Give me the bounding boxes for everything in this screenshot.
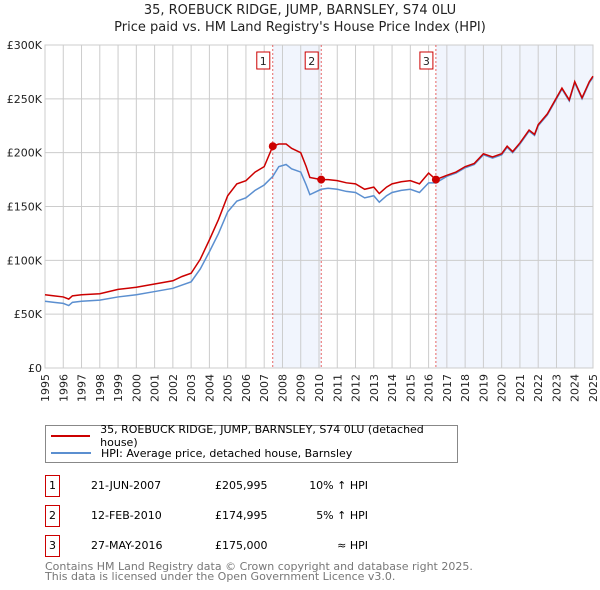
- sale-price: £174,995: [215, 509, 268, 522]
- x-tick-label: 2001: [149, 374, 162, 402]
- x-tick-label: 2012: [350, 374, 363, 402]
- sale-row: 3 27-MAY-2016 £175,000 ≈ HPI: [45, 535, 475, 557]
- sale-marker: [268, 142, 277, 151]
- sale-price: £205,995: [215, 479, 268, 492]
- sale-marker: [317, 175, 326, 184]
- sale-label: 1: [260, 55, 267, 68]
- x-tick-label: 2025: [587, 374, 600, 402]
- line-chart: 1995 1996 1997 1998 1999 2000 2001 2002 2003 2004…: [7, 39, 600, 402]
- footer-licence: This data is licensed under the Open Gov…: [45, 570, 396, 583]
- sale-hpi-diff: 10% ↑ HPI: [309, 479, 368, 492]
- legend-label-hpi: HPI: Average price, detached house, Barn…: [101, 446, 353, 460]
- x-tick-label: 2011: [331, 374, 344, 402]
- x-tick-label: 2013: [368, 374, 381, 402]
- x-tick-label: 2005: [222, 374, 235, 402]
- x-tick-label: 2024: [569, 374, 582, 402]
- x-tick-label: 2019: [477, 374, 490, 402]
- legend-swatch-price: [51, 435, 91, 437]
- y-tick-label: £100K: [7, 254, 43, 267]
- sale-row: 2 12-FEB-2010 £174,995 5% ↑ HPI: [45, 505, 475, 527]
- sale-label: 2: [308, 55, 315, 68]
- x-tick-label: 2018: [459, 374, 472, 402]
- chart-title: 35, ROEBUCK RIDGE, JUMP, BARNSLEY, S74 0…: [143, 3, 457, 18]
- x-tick-label: 2023: [550, 374, 563, 402]
- x-tick-label: 2000: [130, 374, 143, 402]
- sale-price: £175,000: [215, 539, 268, 552]
- y-tick-label: £250K: [7, 93, 43, 106]
- legend-label-price: 35, ROEBUCK RIDGE, JUMP, BARNSLEY, S74 0…: [100, 423, 424, 449]
- sale-number-badge: 1: [45, 475, 60, 497]
- y-tick-label: £150K: [7, 201, 43, 214]
- sale-date: 12-FEB-2010: [91, 509, 162, 522]
- legend: 35, ROEBUCK RIDGE, JUMP, BARNSLEY, S74 0…: [45, 423, 458, 463]
- legend-swatch-hpi: [51, 452, 91, 454]
- x-tick-label: 1999: [112, 374, 125, 402]
- x-tick-label: 2010: [313, 374, 326, 402]
- x-tick-label: 1995: [39, 374, 52, 402]
- sale-date: 21-JUN-2007: [91, 479, 162, 492]
- y-tick-label: £0: [28, 362, 42, 375]
- x-tick-label: 2017: [441, 374, 454, 402]
- sale-date: 27-MAY-2016: [91, 539, 163, 552]
- x-tick-label: 2004: [203, 374, 216, 402]
- y-tick-label: £200K: [7, 147, 43, 160]
- y-tick-label: £300K: [7, 39, 43, 52]
- x-tick-label: 2020: [496, 374, 509, 402]
- sale-number-badge: 2: [45, 505, 60, 527]
- sale-number-badge: 3: [45, 535, 60, 557]
- sale-label-box: [419, 51, 434, 70]
- x-tick-label: 2021: [514, 374, 527, 402]
- sale-hpi-diff: ≈ HPI: [337, 539, 368, 552]
- x-tick-label: 1996: [57, 374, 70, 402]
- x-tick-label: 1998: [94, 374, 107, 402]
- x-tick-label: 2016: [423, 374, 436, 402]
- x-tick-label: 2007: [258, 374, 271, 402]
- x-tick-label: 2002: [167, 374, 180, 402]
- x-tick-label: 2003: [185, 374, 198, 402]
- x-tick-label: 2022: [532, 374, 545, 402]
- footer-copyright: Contains HM Land Registry data © Crown c…: [45, 560, 473, 573]
- x-tick-label: 1997: [76, 374, 89, 402]
- y-tick-label: £50K: [14, 308, 43, 321]
- sale-label-box: [256, 51, 271, 70]
- x-tick-label: 2008: [276, 374, 289, 402]
- sale-hpi-diff: 5% ↑ HPI: [316, 509, 368, 522]
- x-tick-label: 2006: [240, 374, 253, 402]
- sale-label-box: [304, 51, 319, 70]
- x-tick-label: 2009: [295, 374, 308, 402]
- chart-subtitle: Price paid vs. HM Land Registry's House …: [114, 20, 486, 35]
- sale-marker: [431, 175, 440, 184]
- x-tick-label: 2015: [404, 374, 417, 402]
- price-line: [44, 75, 594, 300]
- x-tick-label: 2014: [386, 374, 399, 402]
- sale-label: 3: [423, 55, 430, 68]
- sale-row: 1 21-JUN-2007 £205,995 10% ↑ HPI: [45, 475, 475, 497]
